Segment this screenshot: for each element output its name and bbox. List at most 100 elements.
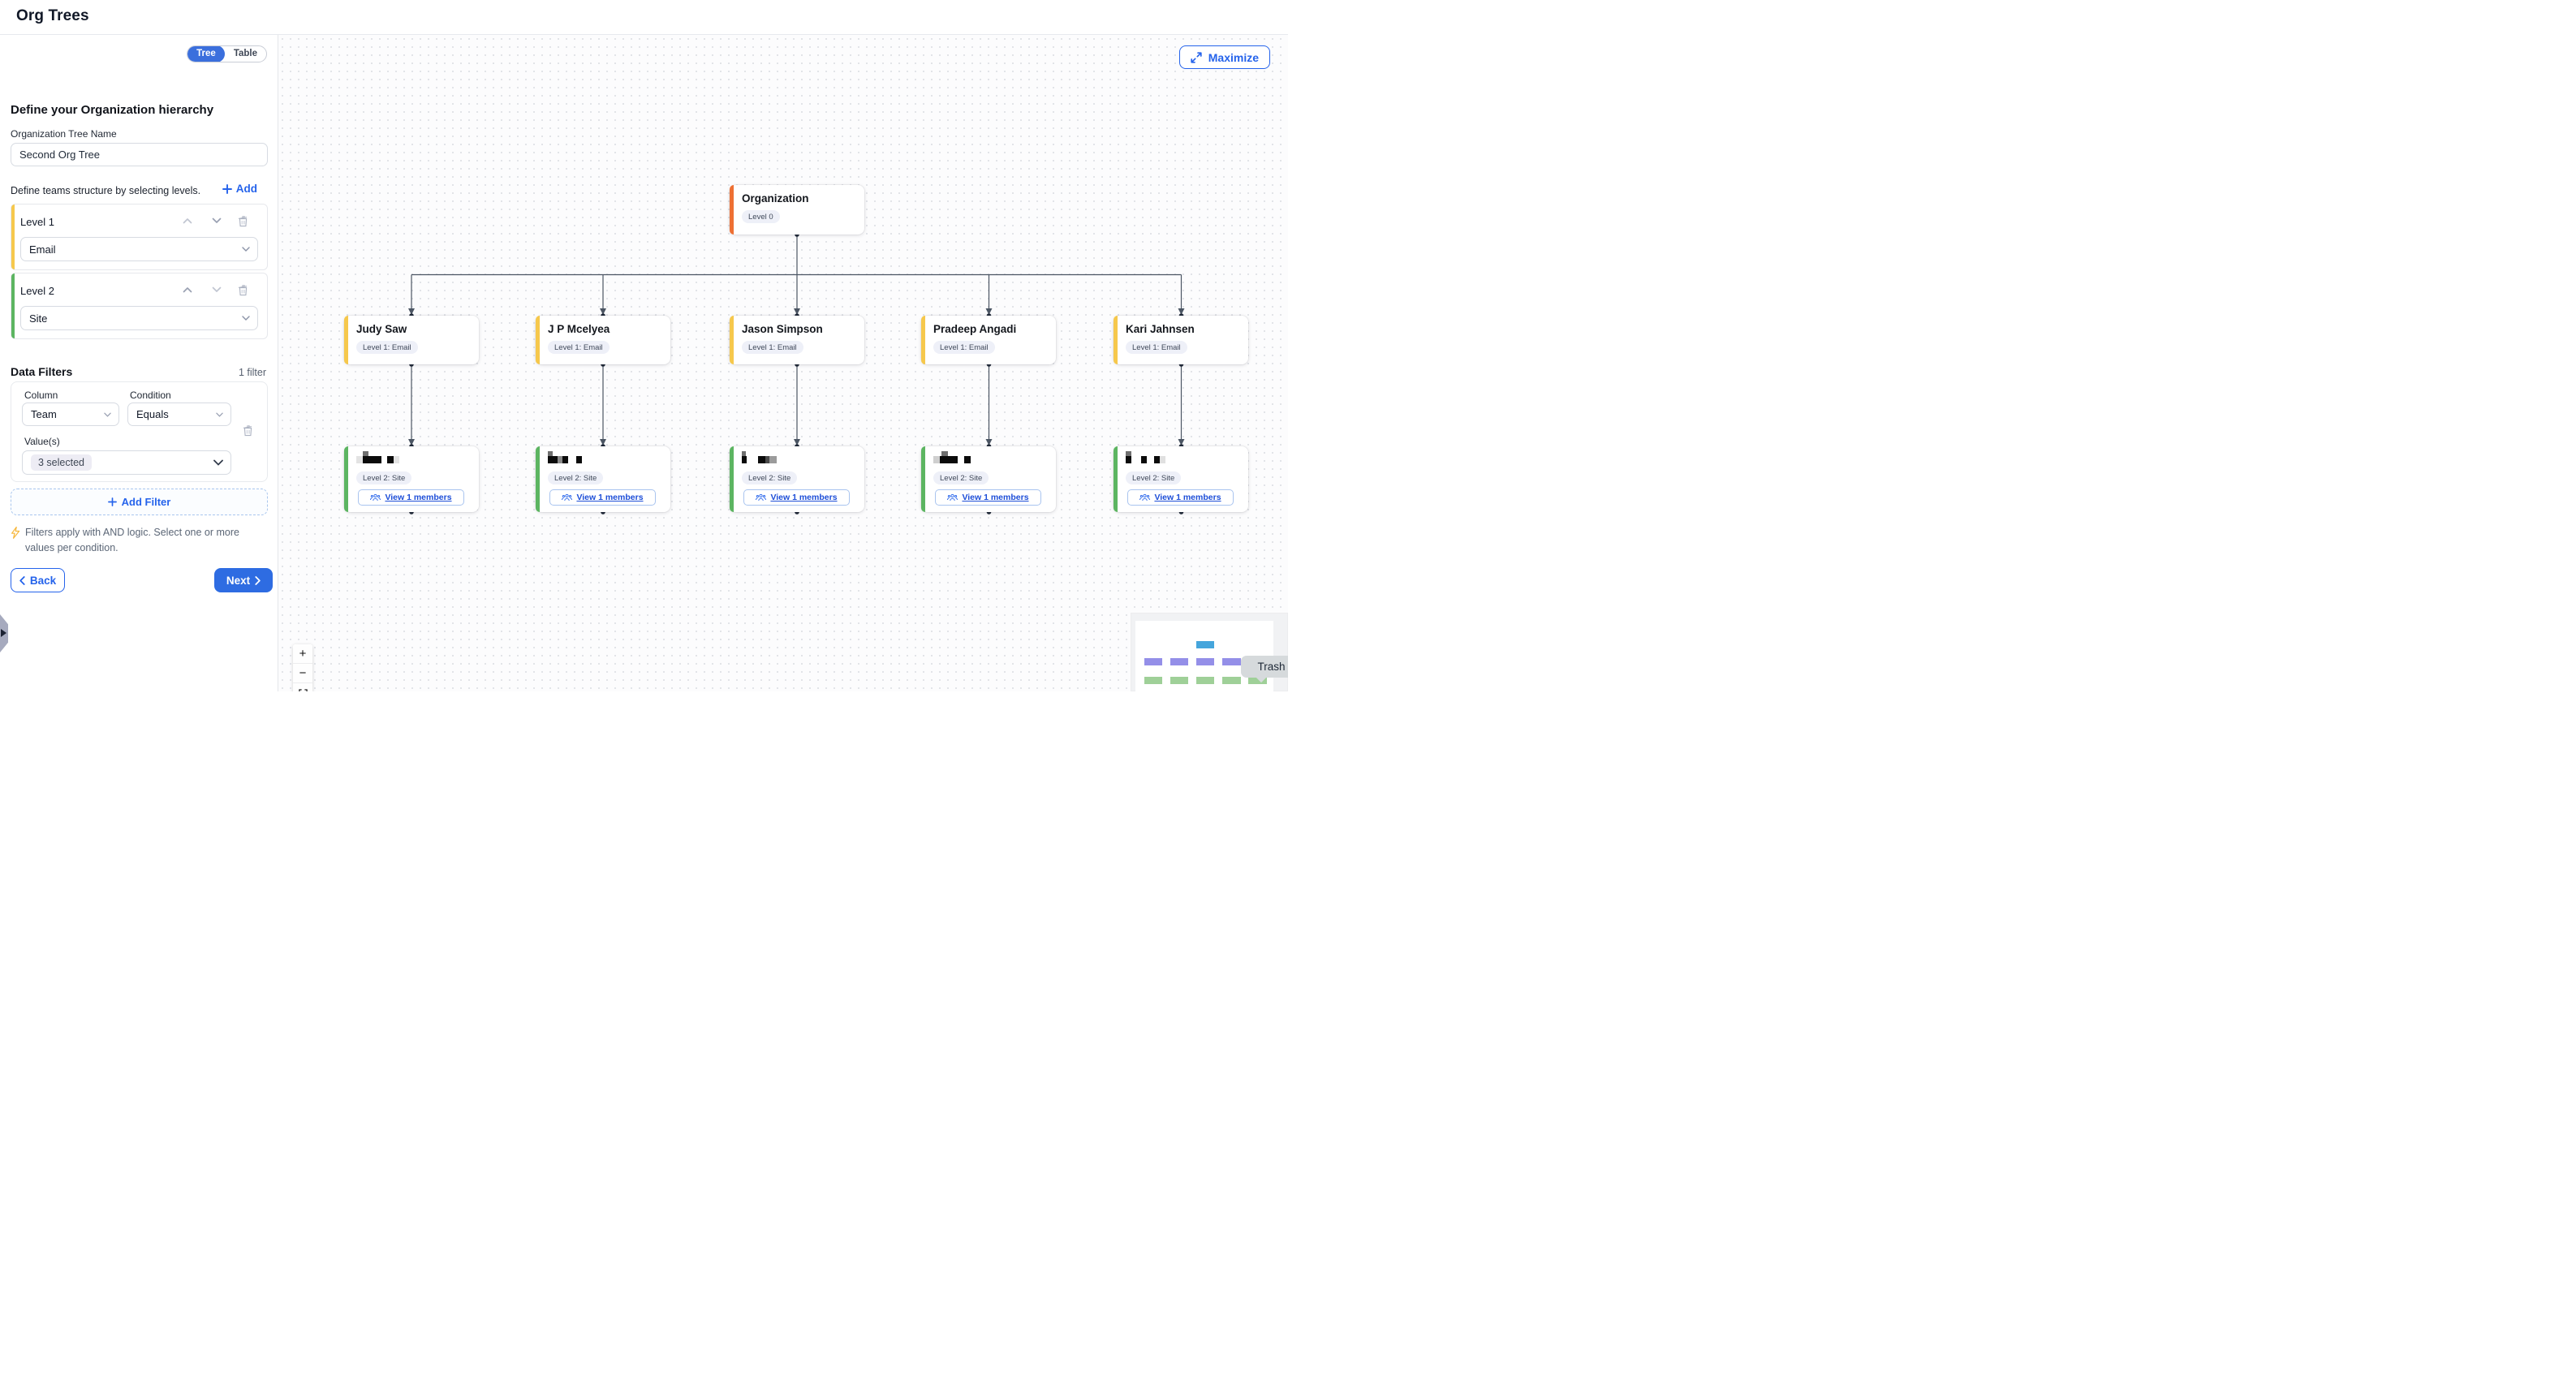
toggle-tree[interactable]: Tree [187, 46, 225, 62]
people-group-icon [562, 493, 573, 502]
level-2-color-bar [11, 273, 15, 338]
minimap-node [1195, 640, 1215, 648]
lightning-icon [11, 527, 20, 539]
node-level-badge: Level 1: Email [933, 341, 995, 354]
org-node-level1[interactable]: J P Mcelyea Level 1: Email [536, 316, 670, 364]
move-down-button[interactable] [212, 217, 222, 224]
org-trees-page: Org Trees Tree Table Define your Organiz… [0, 0, 1288, 691]
node-level-badge: Level 2: Site [933, 471, 989, 484]
delete-filter-button[interactable] [242, 424, 254, 437]
node-level-badge: Level 1: Email [1126, 341, 1187, 354]
sidebar-heading: Define your Organization hierarchy [11, 103, 214, 117]
zoom-in-button[interactable]: + [293, 644, 312, 664]
minimap-node [1144, 657, 1162, 665]
node-level-badge: Level 2: Site [1126, 471, 1182, 484]
delete-level-button[interactable] [237, 215, 249, 228]
maximize-button[interactable]: Maximize [1178, 45, 1270, 69]
minimap[interactable] [1131, 613, 1288, 691]
filter-condition-select[interactable]: Equals [127, 403, 231, 426]
level-2-card: Level 2 Site [11, 273, 268, 339]
node-color-bar [921, 316, 925, 364]
view-toggle[interactable]: Tree Table [187, 45, 267, 62]
fit-view-icon [298, 688, 308, 691]
toggle-table[interactable]: Table [233, 49, 257, 58]
add-filter-button[interactable]: Add Filter [11, 489, 268, 515]
minimap-node [1195, 676, 1215, 684]
org-node-level2[interactable]: Level 2: Site View 1 members [536, 446, 670, 512]
view-members-button[interactable]: View 1 members [358, 489, 464, 506]
node-color-bar [921, 446, 925, 512]
filter-values-select[interactable]: 3 selected [22, 450, 231, 475]
view-members-button[interactable]: View 1 members [549, 489, 656, 506]
org-node-level1[interactable]: Judy Saw Level 1: Email [344, 316, 479, 364]
minimap-node [1222, 657, 1241, 665]
add-level-button[interactable]: Add [222, 183, 257, 195]
trash-icon [238, 216, 248, 227]
level-1-field-select[interactable]: Email [20, 237, 258, 261]
node-title: J P Mcelyea [548, 323, 610, 335]
trash-icon [243, 425, 252, 437]
expand-icon [1191, 51, 1202, 63]
node-level-badge: Level 1: Email [742, 341, 803, 354]
chevron-down-icon [104, 412, 111, 417]
chevron-up-icon [183, 287, 192, 293]
people-group-icon [756, 493, 767, 502]
node-color-bar [1114, 446, 1118, 512]
view-members-button[interactable]: View 1 members [935, 489, 1041, 506]
data-filters-title: Data Filters [11, 365, 73, 378]
zoom-controls: + − [293, 644, 312, 691]
hierarchy-sidebar: Tree Table Define your Organization hier… [0, 35, 278, 691]
node-title: Kari Jahnsen [1126, 323, 1195, 335]
column-label: Column [24, 390, 58, 401]
next-button[interactable]: Next [214, 568, 273, 592]
values-label: Value(s) [24, 436, 60, 447]
node-color-bar [344, 316, 348, 364]
fit-view-button[interactable] [293, 683, 312, 691]
filter-column-select[interactable]: Team [22, 403, 119, 426]
play-arrow-icon [1, 629, 6, 637]
move-down-button[interactable] [212, 286, 222, 293]
plus-icon [107, 497, 117, 506]
minimap-node [1248, 676, 1267, 684]
page-title: Org Trees [16, 7, 89, 24]
people-group-icon [947, 493, 958, 502]
chevron-down-icon [242, 316, 250, 321]
sidebar-collapse-handle[interactable] [0, 614, 8, 652]
tree-name-label: Organization Tree Name [11, 128, 117, 140]
org-node-level1[interactable]: Pradeep Angadi Level 1: Email [921, 316, 1056, 364]
org-node-level1[interactable]: Kari Jahnsen Level 1: Email [1114, 316, 1248, 364]
chevron-down-icon [216, 412, 223, 417]
level-1-card: Level 1 Email [11, 204, 268, 270]
tree-connectors [408, 232, 1185, 514]
org-tree-canvas[interactable]: Maximize Organ [278, 35, 1288, 691]
minimap-node [1170, 676, 1189, 684]
org-node-root[interactable]: Organization Level 0 [730, 185, 864, 235]
org-node-level1[interactable]: Jason Simpson Level 1: Email [730, 316, 864, 364]
move-up-button[interactable] [183, 286, 192, 293]
level-2-field-select[interactable]: Site [20, 306, 258, 330]
node-title: Organization [742, 192, 809, 205]
minimap-node [1195, 657, 1215, 665]
chevron-up-icon [183, 218, 192, 224]
org-node-level2[interactable]: Level 2: Site View 1 members [344, 446, 479, 512]
org-node-level2[interactable]: Level 2: Site View 1 members [730, 446, 864, 512]
node-color-bar [730, 316, 734, 364]
page-header: Org Trees [0, 0, 1288, 35]
move-up-button[interactable] [183, 217, 192, 224]
node-color-bar [1114, 316, 1118, 364]
condition-label: Condition [130, 390, 171, 401]
tree-name-input[interactable] [11, 143, 268, 166]
view-members-button[interactable]: View 1 members [743, 489, 850, 506]
org-node-level2[interactable]: Level 2: Site View 1 members [1114, 446, 1248, 512]
delete-level-button[interactable] [237, 284, 249, 297]
back-button[interactable]: Back [11, 568, 65, 592]
chevron-down-icon [212, 286, 222, 292]
node-color-bar [344, 446, 348, 512]
chevron-right-icon [255, 575, 261, 585]
zoom-out-button[interactable]: − [293, 664, 312, 683]
view-members-button[interactable]: View 1 members [1127, 489, 1234, 506]
node-level-badge: Level 2: Site [548, 471, 604, 484]
org-node-level2[interactable]: Level 2: Site View 1 members [921, 446, 1056, 512]
node-title: Jason Simpson [742, 323, 823, 335]
chevron-down-icon [212, 217, 222, 223]
